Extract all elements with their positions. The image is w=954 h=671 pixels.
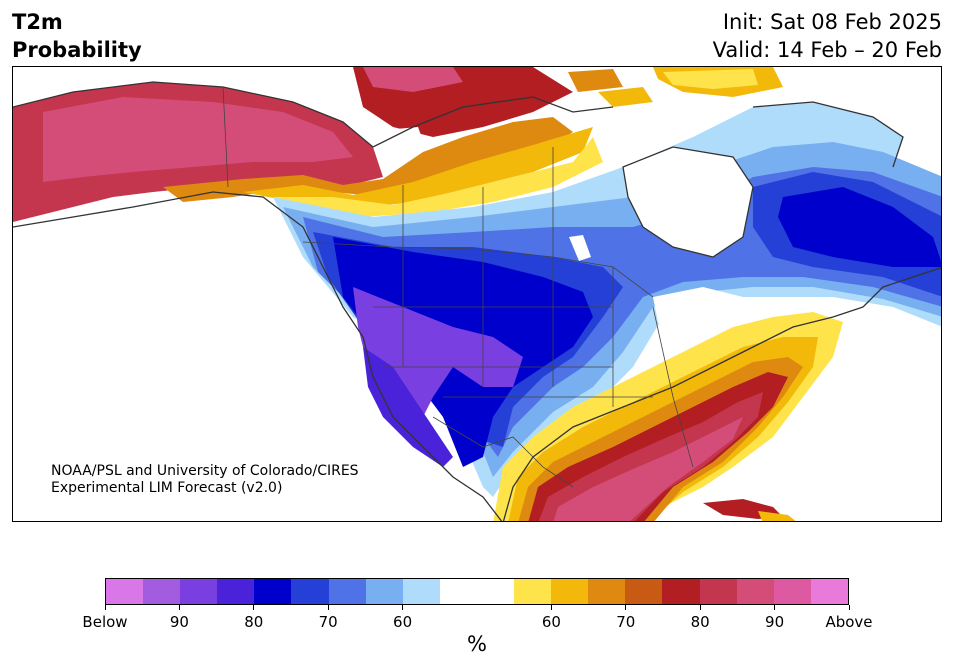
colorbar-tick-label: 70 <box>318 613 338 631</box>
colorbar-tick <box>625 605 627 610</box>
colorbar-segment <box>736 579 774 604</box>
colorbar-tick-label: 70 <box>616 613 636 631</box>
colorbar-segment <box>328 579 366 604</box>
init-date: Init: Sat 08 Feb 2025 <box>722 10 942 34</box>
run-info: Init: Sat 08 Feb 2025 Valid: 14 Feb – 20… <box>713 8 942 64</box>
map-title: T2m Probability <box>12 8 142 64</box>
yukon-orange-band <box>163 117 573 202</box>
colorbar-segment <box>514 579 552 604</box>
colorbar-segment <box>402 579 440 604</box>
yukon-gold-band <box>243 127 593 209</box>
map-canvas <box>13 67 941 521</box>
colorbar-tick <box>848 605 850 610</box>
colorbar-tick <box>550 605 552 610</box>
credit-line-1: NOAA/PSL and University of Colorado/CIRE… <box>51 463 359 479</box>
colorbar-tick-label: 60 <box>393 613 413 631</box>
colorbar-unit: % <box>467 632 487 656</box>
arctic-gold-isle <box>598 87 653 107</box>
colorbar-tick <box>178 605 180 610</box>
colorbar-segment <box>588 579 626 604</box>
caribbean-gold <box>758 511 796 521</box>
se-pink-core <box>553 417 743 521</box>
colorbar-tick <box>402 605 404 610</box>
colorbar-tick-label: 80 <box>244 613 264 631</box>
colorbar-segment <box>625 579 663 604</box>
colorbar-segment <box>773 579 811 604</box>
political-borders <box>222 86 694 488</box>
title-variable: T2m <box>12 10 63 34</box>
colorbar-tick <box>774 605 776 610</box>
colorbar-segment <box>699 579 737 604</box>
colorbar <box>105 578 849 605</box>
alaska-pink-core <box>43 97 353 182</box>
great-lakes <box>653 287 743 337</box>
arctic-pink <box>363 67 463 92</box>
colorbar-segment <box>551 579 589 604</box>
colorbar-tick-label: Above <box>825 613 873 631</box>
credit-text: NOAA/PSL and University of Colorado/CIRE… <box>51 463 359 497</box>
valid-range: Valid: 14 Feb – 20 Feb <box>712 38 942 62</box>
colorbar-tick <box>253 605 255 610</box>
colorbar-segment <box>476 579 515 604</box>
colorbar-segment <box>439 579 477 604</box>
cold-violet-core <box>363 347 453 467</box>
hudson-bay <box>623 147 753 257</box>
colorbar-segment <box>365 579 403 604</box>
colorbar-tick-label: 60 <box>541 613 561 631</box>
colorbar-segment <box>291 579 329 604</box>
colorbar-segment <box>106 579 144 604</box>
colorbar-tick <box>104 605 106 610</box>
coastlines <box>13 81 941 521</box>
colorbar-tick-label: 90 <box>765 613 785 631</box>
colorbar-segment <box>662 579 700 604</box>
arctic-orange-isle <box>568 69 623 92</box>
colorbar-tick-label: 90 <box>169 613 189 631</box>
colorbar-segment <box>180 579 218 604</box>
colorbar-segment <box>143 579 181 604</box>
colorbar-tick-label: 80 <box>690 613 710 631</box>
colorbar-tick <box>327 605 329 610</box>
colorbar-segment <box>217 579 255 604</box>
great-bear-lake <box>363 127 421 141</box>
greenland-yellow <box>663 69 758 89</box>
lake-winnipeg <box>569 235 591 261</box>
title-subtitle: Probability <box>12 38 142 62</box>
colorbar-segment <box>254 579 292 604</box>
colorbar-ticks <box>104 605 850 611</box>
colorbar-tick-label: Below <box>82 613 128 631</box>
credit-line-2: Experimental LIM Forecast (v2.0) <box>51 480 283 496</box>
colorbar-segment <box>810 579 848 604</box>
colorbar-tick <box>699 605 701 610</box>
forecast-map: NOAA/PSL and University of Colorado/CIRE… <box>12 66 942 522</box>
